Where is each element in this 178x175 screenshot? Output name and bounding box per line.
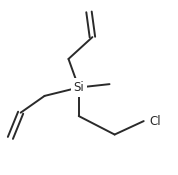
Text: Cl: Cl [150,115,161,128]
Text: Si: Si [73,81,84,94]
